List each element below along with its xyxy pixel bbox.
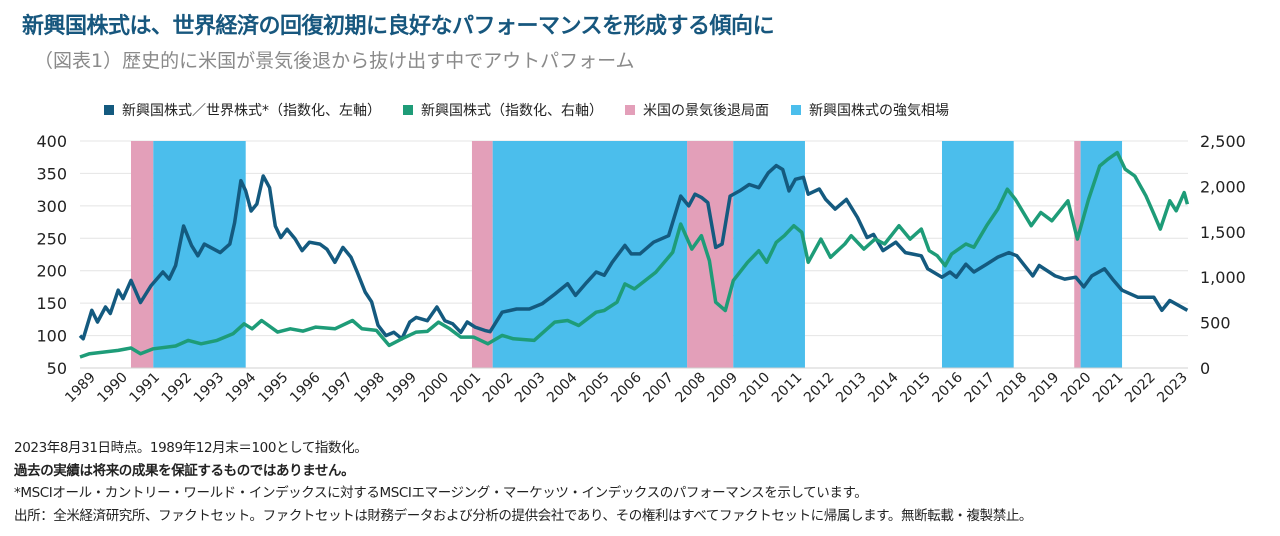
x-tick-label: 2008	[673, 370, 710, 407]
y-right-tick-label: 2,000	[1200, 177, 1246, 196]
recession-band	[687, 141, 734, 368]
legend-label: 米国の景気後退局面	[643, 103, 769, 119]
x-tick-label: 1992	[159, 370, 196, 407]
y-right-tick-label: 500	[1200, 314, 1231, 333]
series-line-em	[79, 150, 1190, 359]
x-tick-label: 2006	[608, 369, 645, 406]
x-tick-label: 1991	[127, 370, 164, 407]
y-right-tick-label: 2,500	[1200, 132, 1246, 151]
legend-label: 新興国株式の強気相場	[809, 103, 949, 119]
legend-swatch-em	[403, 105, 413, 115]
legend: 新興国株式／世界株式*（指数化、左軸） 新興国株式（指数化、右軸） 米国の景気後…	[104, 100, 949, 120]
x-tick-label: 2004	[544, 369, 581, 406]
x-tick-label: 2019	[1026, 370, 1063, 407]
legend-swatch-bull	[791, 105, 801, 115]
y-left-tick-label: 50	[47, 359, 67, 378]
y-left-tick-label: 150	[36, 294, 67, 313]
y-left-tick-label: 200	[36, 262, 67, 281]
legend-item-recession: 米国の景気後退局面	[625, 100, 769, 120]
chart-subtitle: （図表1）歴史的に米国が景気後退から抜け出す中でアウトパフォーム	[34, 50, 635, 72]
x-tick-label: 1998	[351, 370, 388, 407]
note-source: 出所：全米経済研究所、ファクトセット。ファクトセットは財務データおよび分析の提供…	[14, 507, 1033, 524]
x-tick-label: 2012	[801, 370, 838, 407]
x-tick-label: 1999	[383, 370, 420, 407]
chart-title: 新興国株式は、世界経済の回復初期に良好なパフォーマンスを形成する傾向に	[22, 14, 775, 39]
note-date: 2023年8月31日時点。1989年12月末＝100として指数化。	[14, 440, 368, 456]
legend-label: 新興国株式（指数化、右軸）	[421, 103, 603, 119]
x-tick-label: 2015	[897, 370, 934, 407]
bull-market-band	[1080, 141, 1123, 368]
series-line-ratio	[78, 163, 1189, 341]
x-tick-label: 2005	[576, 370, 613, 407]
x-tick-label: 1993	[191, 370, 228, 407]
y-left-tick-label: 250	[36, 229, 67, 248]
y-left-tick-label: 100	[36, 327, 67, 346]
x-tick-label: 2000	[416, 370, 453, 407]
x-tick-label: 1995	[255, 370, 292, 407]
x-tick-label: 2011	[769, 370, 806, 407]
y-left-tick-label: 300	[36, 197, 67, 216]
recession-band	[130, 141, 154, 368]
y-left-tick-label: 400	[36, 132, 67, 151]
y-right-tick-label: 1,500	[1200, 223, 1246, 242]
x-tick-label: 2014	[865, 369, 902, 406]
x-tick-label: 1994	[223, 369, 260, 406]
note-definition: *MSCIオール・カントリー・ワールド・インデックスに対するMSCIエマージング…	[14, 485, 868, 501]
legend-label: 新興国株式／世界株式*（指数化、左軸）	[122, 103, 381, 119]
y-right-tick-label: 0	[1200, 359, 1210, 378]
legend-swatch-ratio	[104, 105, 114, 115]
x-tick-label: 2013	[833, 370, 870, 407]
x-tick-label: 1996	[287, 369, 324, 406]
x-tick-label: 2018	[994, 370, 1031, 407]
legend-item-bull: 新興国株式の強気相場	[791, 100, 949, 120]
footnotes: 2023年8月31日時点。1989年12月末＝100として指数化。 過去の実績は…	[14, 437, 1032, 527]
x-tick-label: 2016	[929, 369, 966, 406]
x-tick-label: 2021	[1090, 370, 1127, 407]
legend-item-ratio: 新興国株式／世界株式*（指数化、左軸）	[104, 100, 381, 120]
x-tick-label: 2010	[737, 370, 774, 407]
bull-market-band	[492, 141, 688, 368]
x-tick-label: 1990	[94, 370, 131, 407]
recession-band	[1074, 141, 1081, 368]
x-tick-label: 2007	[640, 370, 677, 407]
x-tick-label: 2002	[480, 370, 517, 407]
note-disclaimer: 過去の実績は将来の成果を保証するものではありません。	[14, 462, 355, 479]
chart-plot: 400 350 300 250 200 150 100 50 2,500 2,000 1,500 1,…	[36, 132, 1246, 407]
x-tick-label: 2023	[1154, 370, 1191, 407]
x-tick-label: 2020	[1058, 370, 1095, 407]
x-tick-label: 1989	[62, 370, 99, 407]
legend-item-em: 新興国株式（指数化、右軸）	[403, 100, 603, 120]
x-tick-label: 1997	[319, 370, 356, 407]
x-tick-label: 2003	[512, 370, 549, 407]
y-right-tick-label: 1,000	[1200, 268, 1246, 287]
recession-band	[471, 141, 493, 368]
x-tick-label: 2022	[1122, 370, 1159, 407]
legend-swatch-recession	[625, 105, 635, 115]
y-left-tick-label: 350	[36, 164, 67, 183]
x-tick-label: 2001	[448, 370, 485, 407]
x-tick-label: 2017	[962, 370, 999, 407]
x-tick-label: 2009	[705, 370, 742, 407]
